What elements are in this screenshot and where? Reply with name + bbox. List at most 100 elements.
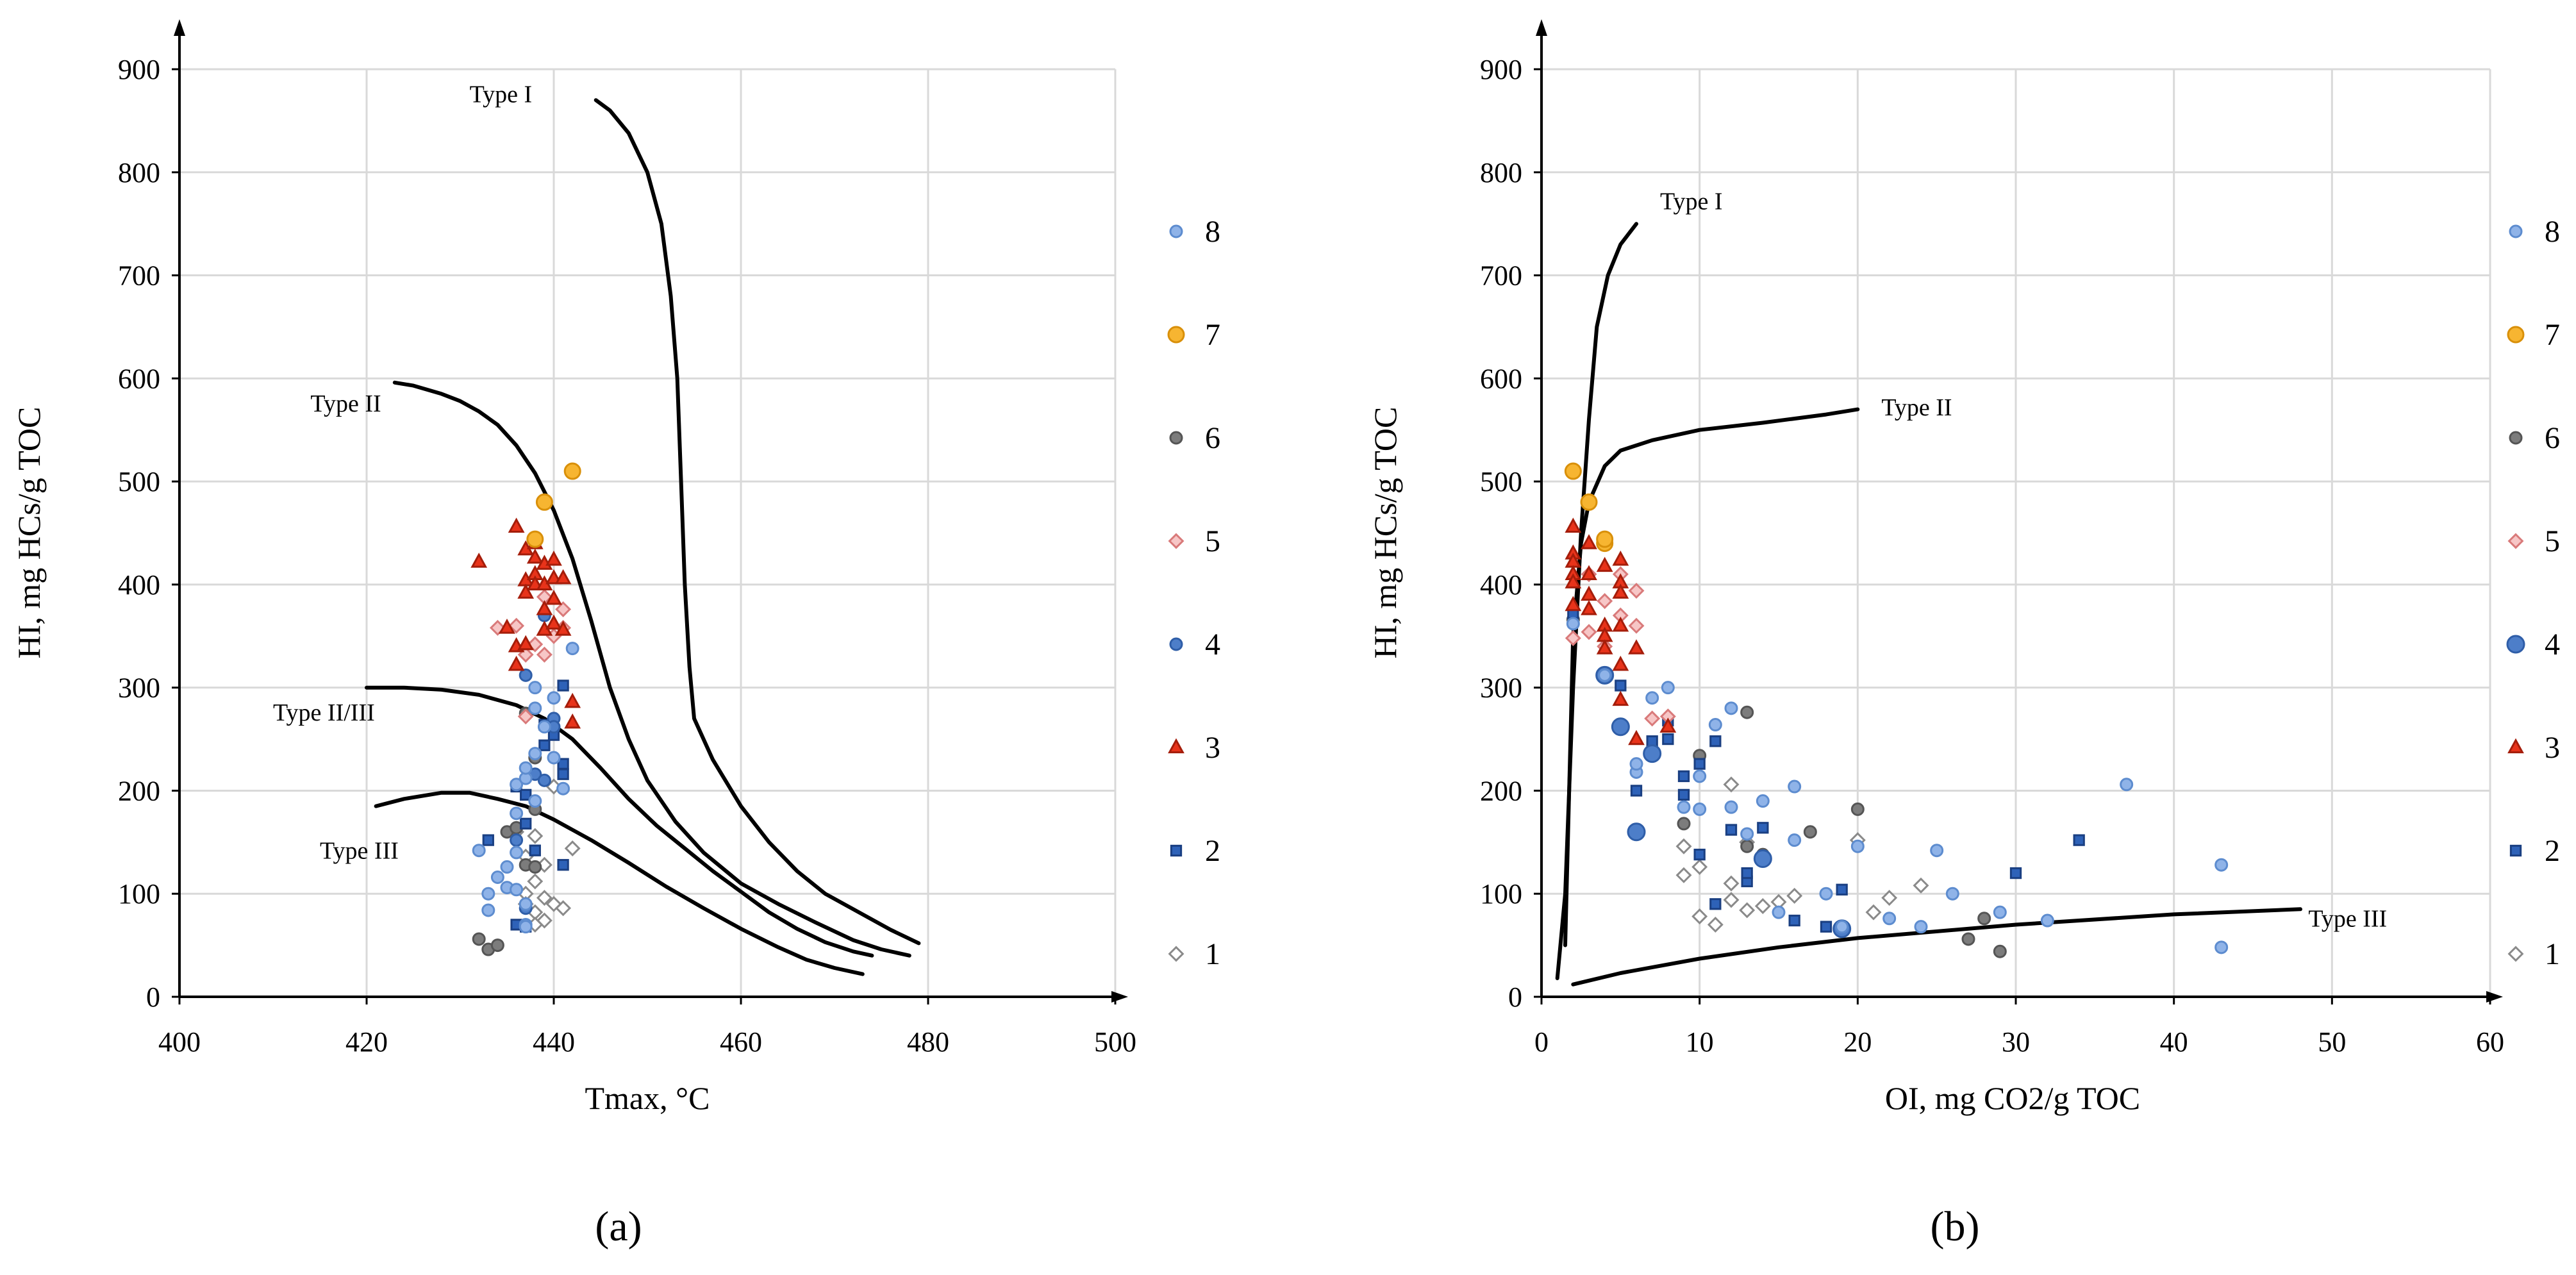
point-series-5 xyxy=(1565,630,1581,646)
curve-type-iii xyxy=(374,790,865,976)
point-series-5 xyxy=(1644,710,1661,727)
legend-marker-2 xyxy=(1170,844,1183,857)
legend-label-5: 5 xyxy=(1205,524,1220,558)
y-axis-label: HI, mg HCs/g TOC xyxy=(11,407,47,659)
x-tick-label: 420 xyxy=(345,1026,388,1058)
point-series-6 xyxy=(1850,802,1865,816)
x-axis-arrow xyxy=(2486,991,2503,1003)
y-tick-label: 500 xyxy=(1480,466,1522,497)
point-series-1 xyxy=(527,873,544,890)
point-series-5 xyxy=(489,619,506,636)
legend-label-1: 1 xyxy=(1205,937,1220,971)
point-series-2 xyxy=(1788,914,1800,927)
point-series-3 xyxy=(1628,729,1645,746)
point-series-8 xyxy=(1708,718,1722,732)
x-axis-label: OI, mg CO2/g TOC xyxy=(1885,1080,2140,1116)
y-tick-label: 400 xyxy=(118,569,160,601)
point-series-2 xyxy=(1741,867,1753,879)
chart-b: 0 10 20 30 40 50 60010020030040050060070080090… xyxy=(1367,19,2560,1116)
legend-marker-7 xyxy=(1167,326,1185,344)
point-series-3 xyxy=(545,590,562,605)
point-series-2 xyxy=(1677,788,1690,801)
point-series-3 xyxy=(1612,616,1629,632)
y-tick-label: 800 xyxy=(118,157,160,188)
point-series-1 xyxy=(1675,867,1692,883)
point-series-4 xyxy=(1611,717,1630,737)
point-series-8 xyxy=(1788,833,1802,847)
y-tick-label: 0 xyxy=(1508,981,1522,1013)
point-series-3 xyxy=(545,550,562,566)
point-series-3 xyxy=(1581,600,1597,615)
point-series-2 xyxy=(1630,785,1643,797)
point-series-8 xyxy=(2040,913,2054,928)
point-series-2 xyxy=(1757,822,1769,834)
curve-type-ii xyxy=(392,380,911,958)
point-series-3 xyxy=(1612,690,1629,706)
point-series-1 xyxy=(1723,776,1740,793)
x-tick-label: 60 xyxy=(2476,1026,2504,1058)
point-series-1 xyxy=(1723,892,1740,908)
point-series-8 xyxy=(1993,905,2007,919)
point-series-6 xyxy=(490,938,504,953)
point-series-4 xyxy=(510,833,524,847)
curve-label: Type I xyxy=(1660,188,1723,215)
point-series-8 xyxy=(1756,794,1770,808)
point-series-4 xyxy=(537,773,551,787)
x-tick-label: 480 xyxy=(907,1026,949,1058)
point-series-2 xyxy=(557,679,569,692)
legend-label-8: 8 xyxy=(2545,215,2560,249)
curve-type-ii xyxy=(1563,407,1860,947)
point-series-8 xyxy=(510,806,524,821)
legend-label-1: 1 xyxy=(2545,937,2560,971)
point-series-1 xyxy=(536,912,553,929)
legend-marker-1 xyxy=(1168,946,1184,962)
point-series-8 xyxy=(481,903,495,917)
point-series-1 xyxy=(555,900,572,917)
point-series-3 xyxy=(517,583,535,599)
legend-marker-3 xyxy=(2507,738,2524,754)
point-series-3 xyxy=(1659,717,1677,733)
point-series-5 xyxy=(536,646,553,663)
point-series-2 xyxy=(1693,758,1706,770)
point-series-8 xyxy=(1850,839,1865,853)
point-series-5 xyxy=(508,617,525,634)
point-series-4 xyxy=(1643,744,1662,763)
curve-label: Type III xyxy=(320,838,399,865)
y-tick-label: 100 xyxy=(118,878,160,910)
point-series-5 xyxy=(1628,617,1645,634)
legend-marker-6 xyxy=(1169,431,1183,445)
x-tick-label: 460 xyxy=(720,1026,762,1058)
point-series-6 xyxy=(472,932,486,946)
legend-label-4: 4 xyxy=(1205,628,1220,662)
point-series-3 xyxy=(1612,550,1629,566)
legend-label-4: 4 xyxy=(2545,628,2560,662)
point-series-1 xyxy=(1707,916,1724,933)
point-series-4 xyxy=(1627,822,1646,842)
tick-labels: 0 10 20 30 40 50 60010020030040050060070080090… xyxy=(1480,54,2504,1058)
point-series-8 xyxy=(1645,691,1659,705)
point-series-1 xyxy=(527,828,544,844)
point-series-8 xyxy=(1661,681,1675,695)
legend-label-2: 2 xyxy=(2545,834,2560,868)
point-series-8 xyxy=(547,691,561,705)
legend-marker-4 xyxy=(1169,637,1183,651)
point-series-3 xyxy=(1581,565,1597,580)
point-series-6 xyxy=(1993,944,2007,958)
point-series-1 xyxy=(1691,858,1708,875)
y-tick-label: 0 xyxy=(146,981,160,1013)
point-series-8 xyxy=(1945,887,1959,901)
x-axis-arrow xyxy=(1111,991,1128,1003)
legend-marker-2 xyxy=(2509,844,2522,857)
point-series-3 xyxy=(1612,583,1629,599)
type-curves: Type I Type II Type II/III Type III xyxy=(273,81,921,976)
x-tick-label: 0 xyxy=(1534,1026,1549,1058)
point-series-8 xyxy=(528,747,542,761)
legend-marker-5 xyxy=(1168,533,1184,549)
curve-label: Type II xyxy=(310,390,381,417)
point-series-8 xyxy=(481,887,495,901)
legend: 8 7 6 5 4 3 2 1 xyxy=(1167,215,1220,971)
y-tick-label: 100 xyxy=(1480,878,1522,910)
point-series-3 xyxy=(508,655,525,671)
point-series-3 xyxy=(508,517,525,533)
